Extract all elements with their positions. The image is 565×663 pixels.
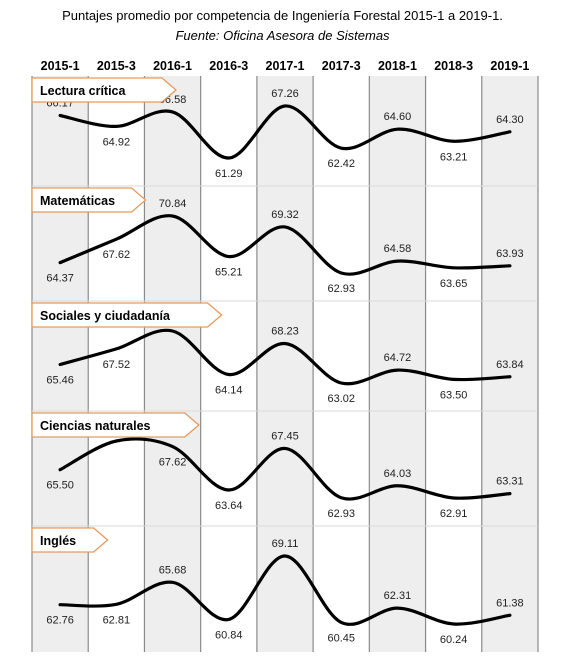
data-label: 62.31	[384, 590, 412, 602]
series-line	[58, 328, 512, 386]
data-label: 64.03	[384, 468, 412, 480]
data-label: 65.21	[215, 267, 243, 279]
data-label: 67.62	[159, 457, 187, 469]
column-header: 2016-1	[153, 59, 192, 73]
data-label: 63.84	[496, 359, 524, 371]
column-header: 2018-3	[434, 59, 473, 73]
data-label: 69.11	[272, 538, 299, 550]
data-label: 62.81	[103, 614, 131, 626]
column-background	[369, 76, 426, 652]
data-label: 69.32	[271, 209, 299, 221]
column-header: 2017-1	[266, 59, 305, 73]
data-label: 64.14	[215, 385, 243, 397]
data-label: 68.23	[271, 326, 299, 338]
data-label: 60.45	[327, 632, 355, 644]
band-label: Sociales y ciudadanía	[40, 309, 171, 323]
chart-title: Puntajes promedio por competencia de Ing…	[62, 8, 503, 23]
data-label: 70.84	[159, 198, 187, 210]
column-header: 2018-1	[378, 59, 417, 73]
series-line	[58, 554, 512, 626]
data-label: 64.92	[103, 136, 131, 148]
data-label: 63.50	[440, 389, 468, 401]
band-label-box	[31, 302, 223, 328]
data-label: 61.29	[215, 168, 243, 180]
band-label: Lectura crítica	[40, 84, 127, 98]
band-label-box	[31, 412, 200, 438]
column-background	[256, 76, 314, 652]
data-label: 64.72	[384, 352, 412, 364]
data-label: 62.93	[327, 283, 355, 295]
data-label: 67.52	[103, 359, 131, 371]
data-label: 60.84	[215, 629, 243, 641]
data-label: 62.76	[46, 615, 74, 627]
column-background	[481, 76, 538, 652]
data-label: 62.42	[327, 158, 355, 170]
data-label: 64.30	[496, 114, 524, 126]
column-header: 2015-3	[97, 59, 136, 73]
data-label: 63.64	[215, 500, 243, 512]
data-label: 64.37	[46, 273, 74, 285]
data-label: 67.45	[271, 430, 299, 442]
data-label: 67.62	[103, 249, 131, 261]
data-label: 62.91	[440, 508, 468, 520]
column-background	[144, 76, 201, 652]
series-line	[58, 437, 512, 501]
series-line	[58, 214, 512, 276]
data-label: 63.31	[496, 476, 524, 488]
data-label: 62.93	[327, 508, 355, 520]
data-label: 63.02	[327, 393, 355, 405]
column-header: 2015-1	[41, 59, 80, 73]
band-label: Ciencias naturales	[40, 419, 151, 433]
data-label: 63.21	[440, 151, 468, 163]
data-label: 63.93	[496, 248, 524, 260]
band-label-box	[31, 187, 147, 213]
band-label-box	[31, 77, 177, 103]
data-label: 65.50	[46, 480, 74, 492]
chart-subtitle: Fuente: Oficina Asesora de Sistemas	[175, 28, 390, 43]
band-label: Inglés	[40, 534, 76, 548]
band-label-box	[31, 527, 109, 553]
data-label: 61.38	[496, 597, 524, 609]
data-label: 67.26	[271, 88, 299, 100]
data-label: 60.24	[440, 634, 468, 646]
column-header: 2016-3	[209, 59, 248, 73]
column-header: 2017-3	[322, 59, 361, 73]
data-label: 65.68	[159, 564, 187, 576]
data-label: 64.58	[384, 243, 412, 255]
band-label: Matemáticas	[40, 194, 115, 208]
data-label: 64.60	[384, 111, 412, 123]
data-label: 63.65	[440, 278, 468, 290]
data-label: 65.46	[46, 375, 74, 387]
column-header: 2019-1	[490, 59, 529, 73]
series-line	[58, 104, 512, 160]
